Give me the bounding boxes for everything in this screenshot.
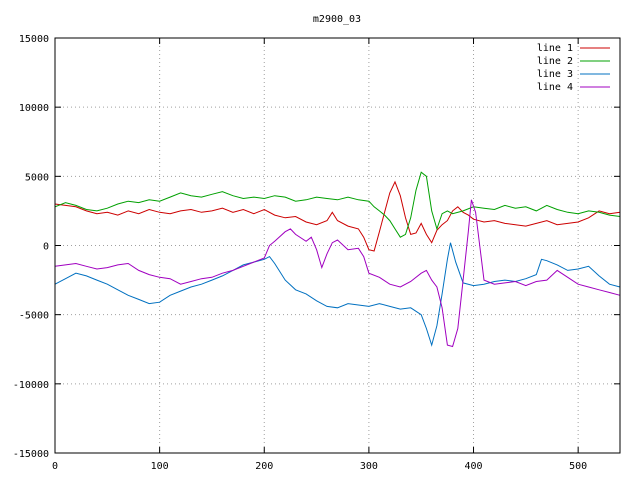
legend: line 1 line 2 line 3 line 4 — [537, 43, 610, 93]
legend-label-4: line 4 — [537, 82, 573, 93]
y-tick-label-2: -5000 — [19, 311, 49, 322]
x-tick-label-4: 400 — [464, 461, 482, 472]
x-tick-label-0: 0 — [52, 461, 58, 472]
y-tick-label-4: 5000 — [25, 172, 49, 183]
series-group — [54, 171, 621, 348]
chart-title: m2900_03 — [313, 14, 361, 25]
legend-label-3: line 3 — [537, 69, 573, 80]
series-line-1 — [54, 180, 621, 252]
legend-label-2: line 2 — [537, 56, 573, 67]
y-tick-label-3: 0 — [43, 242, 49, 253]
y-tick-label-5: 10000 — [19, 103, 49, 114]
x-tick-label-2: 200 — [255, 461, 273, 472]
y-tick-label-0: -15000 — [13, 449, 49, 460]
y-tick-label-6: 15000 — [19, 34, 49, 45]
axis-ticks: 0 100 200 300 400 500 -15000 -10000 -5000 0 5000 10… — [13, 34, 620, 472]
series-line-4 — [54, 199, 621, 348]
x-tick-label-3: 300 — [360, 461, 378, 472]
series-line-3 — [54, 242, 621, 347]
series-line-2 — [54, 171, 621, 238]
x-tick-label-1: 100 — [151, 461, 169, 472]
y-tick-label-1: -10000 — [13, 380, 49, 391]
legend-label-1: line 1 — [537, 43, 573, 54]
x-tick-label-5: 500 — [569, 461, 587, 472]
